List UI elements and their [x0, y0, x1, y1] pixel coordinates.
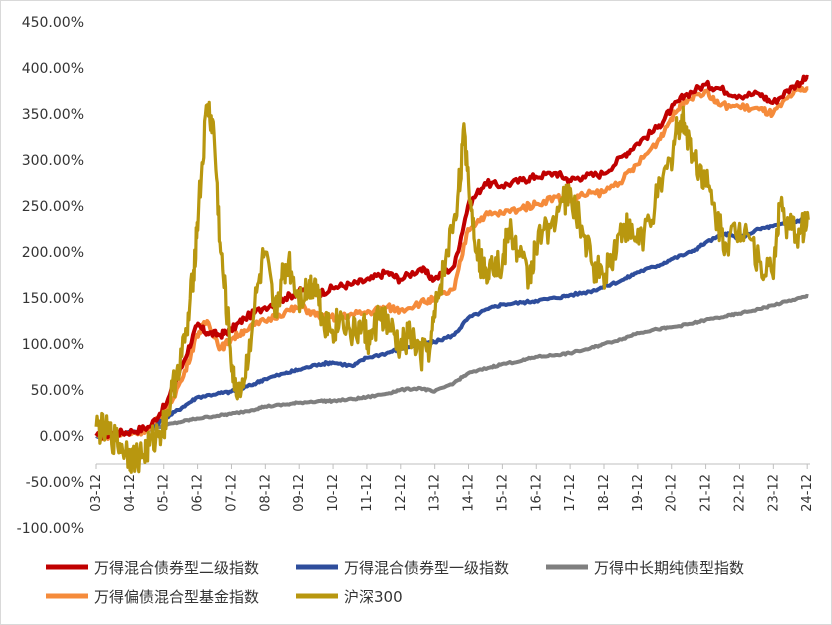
y-tick-label: 400.00%: [22, 61, 84, 77]
y-tick-label: 150.00%: [22, 291, 84, 307]
legend-label: 沪深300: [344, 588, 403, 606]
x-tick-label: 03-12: [89, 474, 104, 512]
series-line-2: [96, 293, 809, 439]
x-tick-label: 17-12: [563, 474, 578, 512]
y-tick-label: 0.00%: [40, 429, 84, 445]
y-tick-label: 350.00%: [22, 107, 84, 123]
x-tick-label: 04-12: [123, 474, 138, 512]
legend: 万得混合债券型二级指数 万得混合债券型一级指数 万得中长期纯债型指数万得偏债混合型基…: [46, 559, 744, 606]
legend-label: 万得混合债券型一级指数: [344, 559, 509, 577]
x-tick-label: 22-12: [732, 474, 747, 512]
y-tick-label: 100.00%: [22, 337, 84, 353]
x-tick-label: 21-12: [699, 474, 714, 512]
y-tick-label: 450.00%: [22, 15, 84, 31]
series-line-4: [94, 100, 810, 474]
x-tick-label: 08-12: [258, 474, 273, 512]
y-tick-label: 200.00%: [22, 245, 84, 261]
x-tick-label: 10-12: [326, 474, 341, 512]
x-tick-label: 12-12: [394, 474, 409, 512]
x-tick-label: 06-12: [191, 474, 206, 512]
x-tick-label: 14-12: [462, 474, 477, 512]
y-axis-ticks: 450.00% 400.00% 350.00% 300.00% 250.00% 200.0…: [17, 15, 84, 537]
x-tick-label: 20-12: [665, 474, 680, 512]
x-tick-label: 09-12: [292, 474, 307, 512]
y-tick-label: 50.00%: [31, 383, 84, 399]
series-line-1: [95, 215, 810, 439]
legend-label: 万得中长期纯债型指数: [594, 559, 744, 577]
x-tick-label: 11-12: [360, 474, 375, 512]
legend-label: 万得偏债混合型基金指数: [94, 588, 259, 606]
legend-label: 万得混合债券型二级指数: [94, 559, 259, 577]
y-tick-label: 300.00%: [22, 153, 84, 169]
x-tick-label: 15-12: [495, 474, 510, 512]
x-tick-label: 24-12: [800, 474, 815, 512]
x-tick-label: 19-12: [631, 474, 646, 512]
x-tick-label: 16-12: [529, 474, 544, 512]
x-tick-label: 07-12: [224, 474, 239, 512]
y-tick-label: 250.00%: [22, 199, 84, 215]
series-layer: [94, 74, 810, 474]
x-tick-label: 13-12: [428, 474, 443, 512]
x-tick-label: 05-12: [157, 474, 172, 512]
x-axis-ticks: 03-12 04-12 05-12 06-12 07-12 08-12 09-12 10-12…: [89, 464, 815, 512]
y-tick-label: -100.00%: [17, 521, 84, 537]
x-tick-label: 18-12: [597, 474, 612, 512]
y-tick-label: -50.00%: [26, 475, 84, 491]
x-tick-label: 23-12: [766, 474, 781, 512]
